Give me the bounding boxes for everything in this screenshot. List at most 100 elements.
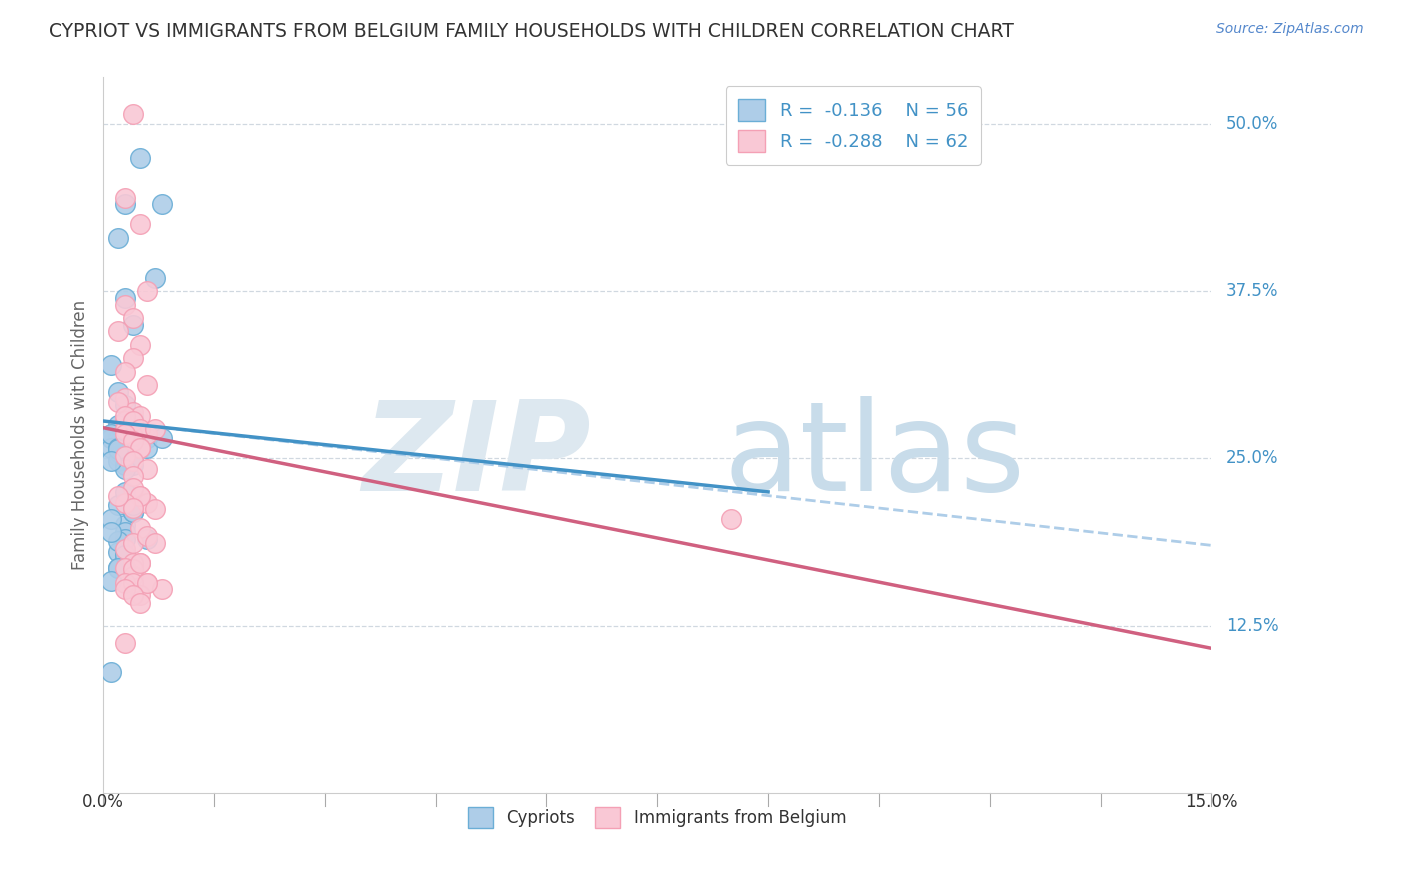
Point (107, 444, 129, 458)
Point (129, 588, 152, 602)
Point (143, 535, 166, 549)
Point (121, 404, 143, 418)
Point (114, 444, 136, 458)
Point (121, 351, 143, 366)
Point (129, 218, 152, 232)
Point (129, 489, 152, 503)
Point (107, 449, 129, 463)
Point (107, 325, 129, 339)
Point (114, 197, 136, 211)
Point (136, 575, 159, 590)
Point (121, 481, 143, 495)
Point (121, 588, 143, 602)
Text: ZIP: ZIP (361, 396, 591, 517)
Point (107, 561, 129, 575)
Point (129, 521, 152, 535)
Point (107, 498, 129, 512)
Point (129, 338, 152, 352)
Point (100, 431, 122, 445)
Text: 25.0%: 25.0% (1226, 450, 1278, 467)
Point (121, 454, 143, 468)
Point (136, 431, 159, 445)
Point (143, 422, 166, 436)
Point (121, 569, 143, 583)
Point (129, 422, 152, 436)
Point (720, 511, 742, 525)
Point (100, 524, 122, 539)
Point (114, 548, 136, 562)
Point (129, 556, 152, 570)
Point (107, 431, 129, 445)
Point (107, 545, 129, 559)
Point (114, 582, 136, 597)
Point (121, 468, 143, 483)
Point (129, 489, 152, 503)
Point (114, 444, 136, 458)
Point (114, 462, 136, 476)
Point (107, 395, 129, 409)
Point (107, 489, 129, 503)
Point (114, 484, 136, 499)
Point (114, 458, 136, 472)
Text: CYPRIOT VS IMMIGRANTS FROM BELGIUM FAMILY HOUSEHOLDS WITH CHILDREN CORRELATION C: CYPRIOT VS IMMIGRANTS FROM BELGIUM FAMIL… (49, 22, 1014, 41)
Text: 50.0%: 50.0% (1226, 115, 1278, 133)
Point (150, 197, 173, 211)
Point (114, 636, 136, 650)
Point (136, 441, 159, 455)
Point (150, 582, 173, 597)
Point (136, 495, 159, 509)
Point (107, 442, 129, 456)
Point (114, 575, 136, 590)
Point (136, 532, 159, 546)
Point (107, 441, 129, 455)
Point (121, 458, 143, 472)
Point (121, 454, 143, 468)
Point (121, 434, 143, 448)
Text: 37.5%: 37.5% (1226, 283, 1278, 301)
Point (150, 431, 173, 445)
Point (143, 271, 166, 285)
Point (121, 414, 143, 428)
Point (121, 505, 143, 519)
Point (121, 318, 143, 332)
Point (114, 422, 136, 436)
Point (107, 561, 129, 575)
Point (114, 524, 136, 539)
Point (121, 444, 143, 458)
Point (121, 428, 143, 442)
Point (136, 378, 159, 392)
Point (107, 454, 129, 468)
Point (114, 438, 136, 452)
Point (114, 414, 136, 428)
Point (129, 409, 152, 423)
Point (107, 231, 129, 245)
Point (121, 505, 143, 519)
Point (121, 535, 143, 549)
Point (121, 422, 143, 436)
Text: atlas: atlas (724, 396, 1026, 517)
Point (114, 518, 136, 533)
Point (114, 365, 136, 379)
Point (136, 285, 159, 299)
Point (121, 311, 143, 326)
Point (121, 562, 143, 576)
Point (129, 441, 152, 455)
Point (107, 534, 129, 549)
Point (114, 409, 136, 423)
Point (114, 542, 136, 557)
Point (129, 151, 152, 165)
Point (114, 449, 136, 463)
Point (114, 398, 136, 412)
Point (114, 191, 136, 205)
Point (114, 427, 136, 442)
Point (107, 384, 129, 399)
Point (114, 291, 136, 305)
Point (136, 575, 159, 590)
Point (114, 532, 136, 546)
Point (100, 574, 122, 589)
Point (100, 441, 122, 455)
Point (114, 561, 136, 575)
Point (114, 444, 136, 458)
Text: Source: ZipAtlas.com: Source: ZipAtlas.com (1216, 22, 1364, 37)
Point (100, 431, 122, 445)
